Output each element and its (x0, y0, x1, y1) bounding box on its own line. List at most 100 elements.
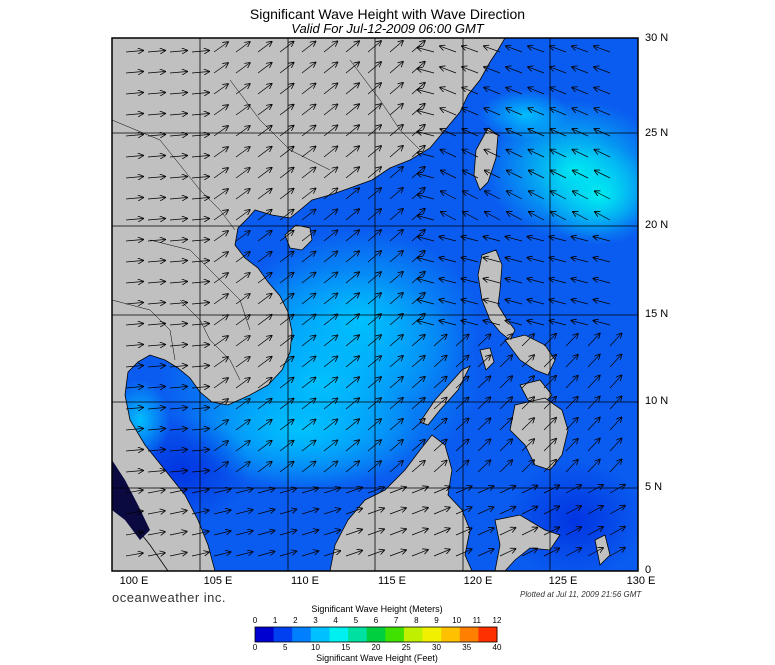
wave-arrow (551, 212, 567, 221)
wave-arrow (440, 300, 457, 305)
wave-arrow (147, 408, 165, 410)
wave-arrow (213, 441, 228, 452)
wave-arrow (462, 108, 479, 116)
wave-arrow (257, 294, 272, 305)
wave-arrow (213, 210, 228, 221)
wave-arrow (191, 471, 209, 473)
wave-arrow (147, 471, 165, 473)
wave-arrow (235, 84, 250, 95)
wave-arrow (191, 531, 209, 536)
wave-arrow (543, 527, 559, 536)
wave-arrow (587, 418, 600, 431)
wave-arrow (463, 212, 479, 221)
wave-arrow (411, 529, 428, 536)
wave-arrow (440, 88, 457, 95)
wave-arrow (323, 509, 340, 515)
wave-arrow (147, 282, 165, 284)
wave-arrow (191, 240, 209, 242)
colorbar-meter-tick: 5 (353, 616, 359, 625)
wave-arrow (573, 171, 589, 179)
wave-arrow (506, 279, 523, 284)
wave-arrow (345, 146, 359, 158)
wave-arrow (125, 408, 143, 410)
wave-arrow (587, 397, 600, 410)
wave-arrow (279, 294, 294, 305)
wave-arrow (279, 509, 296, 515)
wave-arrow (484, 67, 501, 74)
colorbar-meter-tick: 7 (393, 616, 399, 625)
wave-arrow (169, 429, 187, 431)
wave-arrow (257, 252, 272, 263)
wave-arrow (499, 418, 512, 431)
wave-arrow (433, 550, 450, 557)
wave-arrow (345, 461, 359, 473)
wave-arrow (279, 399, 294, 410)
wave-arrow (147, 261, 165, 263)
wave-arrow (323, 461, 337, 473)
wave-arrow (147, 177, 165, 179)
wave-arrow (279, 441, 294, 452)
wave-arrow (257, 273, 272, 284)
wave-arrow (477, 460, 490, 473)
colorbar-feet-tick: 15 (341, 643, 351, 652)
wave-arrow (550, 46, 567, 53)
wave-arrow (147, 511, 165, 514)
wave-arrow (418, 258, 435, 263)
wave-arrow (323, 146, 337, 158)
wave-arrow (323, 440, 337, 452)
wave-arrow (301, 231, 315, 242)
wave-arrow (411, 440, 425, 452)
wave-arrow (499, 439, 512, 452)
wave-arrow (506, 258, 523, 263)
land (112, 38, 611, 571)
wave-arrow (572, 46, 589, 53)
wave-arrow (367, 293, 381, 305)
wave-arrow (477, 549, 494, 557)
wave-arrow (191, 324, 209, 326)
wave-arrow (191, 408, 209, 410)
colorbar-meter-tick: 8 (414, 616, 419, 625)
wave-arrow (595, 129, 611, 137)
wave-arrow (609, 355, 622, 368)
wave-arrow (323, 335, 337, 347)
wave-arrow (301, 357, 315, 368)
wave-arrow (147, 366, 165, 368)
wave-arrow (323, 41, 337, 53)
wave-arrow (528, 258, 545, 263)
wave-arrow (257, 531, 274, 536)
wave-arrow (257, 315, 272, 326)
wave-arrow (147, 303, 165, 305)
wave-arrow (235, 378, 250, 389)
wave-arrow (345, 377, 359, 389)
colorbar-feet-tick: 35 (462, 643, 472, 652)
wave-arrow (594, 108, 611, 116)
wave-arrow (367, 209, 381, 221)
wave-arrow (323, 314, 337, 326)
wave-arrow (257, 552, 274, 557)
wave-arrow (418, 237, 435, 242)
wave-arrow (235, 399, 250, 410)
wave-arrow (418, 132, 435, 137)
wave-arrow (521, 334, 534, 347)
colorbar-frame (254, 626, 498, 643)
wave-arrow (125, 345, 143, 347)
wave-arrow (169, 282, 187, 284)
wave-arrow (257, 231, 272, 242)
wave-arrow (323, 104, 337, 116)
wave-arrow (587, 355, 600, 368)
colorbar-title-meters: Significant Wave Height (Meters) (311, 604, 443, 614)
wave-arrow (609, 376, 622, 389)
wave-arrow (389, 104, 403, 116)
wave-arrow (587, 548, 603, 557)
wave-arrow (411, 377, 425, 389)
wave-arrow (367, 146, 381, 158)
wave-arrow (169, 261, 187, 263)
wave-arrow (301, 210, 315, 221)
wave-arrow (345, 293, 359, 305)
wave-arrow (169, 303, 187, 305)
wave-arrow (235, 63, 250, 74)
wave-arrow (257, 210, 272, 221)
wave-arrow (345, 251, 359, 263)
wave-arrow (433, 487, 450, 494)
wave-arrow (345, 62, 359, 74)
